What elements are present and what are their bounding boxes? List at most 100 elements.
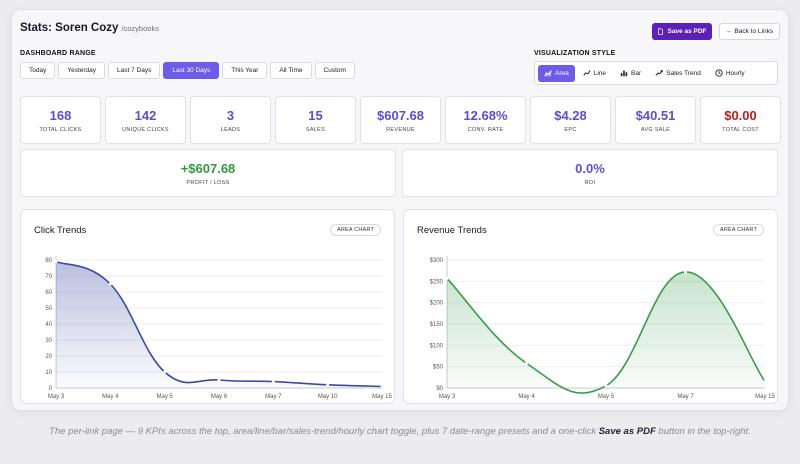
kpi-conv-rate: 12.68% CONV. RATE xyxy=(445,96,526,144)
viz-bar-button[interactable]: Bar xyxy=(614,65,647,82)
profit-loss-card: +$607.68 PROFIT / LOSS xyxy=(20,149,396,197)
kpi-value: $4.28 xyxy=(554,107,587,123)
page-title: Stats: Soren Cozy/cozybooks xyxy=(20,22,159,34)
y-tick-label: $300 xyxy=(430,258,444,264)
y-tick-label: 20 xyxy=(45,354,52,360)
x-tick-label: May 7 xyxy=(677,394,694,400)
trend-icon xyxy=(655,70,663,76)
roi-card: 0.0% ROI xyxy=(402,149,778,197)
x-tick-label: May 3 xyxy=(48,394,65,400)
caption-text: The per-link page — 9 KPIs across the to… xyxy=(49,426,597,437)
viz-label: Area xyxy=(555,69,569,77)
line-icon xyxy=(583,70,591,76)
kpi-label: AVG SALE xyxy=(640,126,671,133)
save-pdf-button[interactable]: Save as PDF xyxy=(652,23,712,40)
kpi-unique-clicks: 142 UNIQUE CLICKS xyxy=(105,96,186,144)
series-area xyxy=(447,271,765,394)
data-point xyxy=(54,260,58,264)
viz-hourly-button[interactable]: Hourly xyxy=(709,65,751,82)
range-last-30-days-button[interactable]: Last 30 Days xyxy=(163,62,220,79)
click-trends-card: Click Trends AREA CHART 0 10 20 30 40 50 60 70 8… xyxy=(20,209,395,404)
pdf-icon xyxy=(658,28,664,35)
roi-label: ROI xyxy=(584,179,596,186)
caption-text-end: button in the top-right. xyxy=(658,426,751,437)
data-point xyxy=(108,282,112,286)
viz-sales-trend-button[interactable]: Sales Trend xyxy=(649,65,707,82)
kpi-leads: 3 LEADS xyxy=(190,96,271,144)
back-label: Back to Links xyxy=(734,28,774,35)
kpi-label: CONV. RATE xyxy=(467,126,504,133)
data-point xyxy=(326,383,330,387)
save-pdf-label: Save as PDF xyxy=(667,28,707,35)
kpi-sales: 15 SALES xyxy=(275,96,356,144)
caption-bold: Save as PDF xyxy=(598,426,656,437)
kpi-value: $607.68 xyxy=(377,107,424,123)
kpi-label: LEADS xyxy=(220,126,241,133)
bar-icon xyxy=(620,70,628,77)
kpi-value: $0.00 xyxy=(724,107,757,123)
back-to-links-button[interactable]: ← Back to Links xyxy=(719,23,780,40)
x-tick-label: May 15 xyxy=(755,394,775,400)
page-header: Stats: Soren Cozy/cozybooks Save as PDF … xyxy=(20,22,780,44)
kpi-label: TOTAL CLICKS xyxy=(39,126,82,133)
profit-label: PROFIT / LOSS xyxy=(186,179,230,186)
y-tick-label: 0 xyxy=(49,386,53,392)
kpi-label: SALES xyxy=(305,126,326,133)
roi-value: 0.0% xyxy=(575,160,605,176)
kpi-row: 168 TOTAL CLICKS 142 UNIQUE CLICKS 3 LEADS 15 S… xyxy=(20,96,781,144)
viz-label: Hourly xyxy=(725,69,745,77)
data-point xyxy=(684,270,687,274)
kpi-revenue: $607.68 REVENUE xyxy=(360,96,441,144)
revenue-trends-card: Revenue Trends AREA CHART $0 $50 $100 $150 $… xyxy=(403,209,778,404)
data-point xyxy=(604,384,608,388)
data-point xyxy=(271,380,275,384)
caption: The per-link page — 9 KPIs across the to… xyxy=(0,424,800,439)
kpi-value: 168 xyxy=(49,107,72,123)
range-custom-button[interactable]: Custom xyxy=(314,62,355,79)
range-today-button[interactable]: Today xyxy=(20,62,56,79)
link-handle: /cozybooks xyxy=(121,24,159,33)
y-tick-label: 80 xyxy=(45,258,52,264)
series-line xyxy=(446,271,766,394)
kpi-avg-sale: $40.51 AVG SALE xyxy=(615,96,696,144)
kpi-value: 15 xyxy=(308,107,323,123)
viz-area-button[interactable]: Area xyxy=(538,64,575,82)
kpi-epc: $4.28 EPC xyxy=(530,96,611,144)
revenue-trends-chart: $0 $50 $100 $150 $200 $250 $300 May 3 May 4 May 5… xyxy=(430,256,775,400)
revenue-chart-type-badge: AREA CHART xyxy=(712,224,764,236)
series-area xyxy=(56,261,382,388)
revenue-trends-title: Revenue Trends xyxy=(417,225,487,236)
kpi-value: $40.51 xyxy=(635,107,676,123)
viz-label: Sales Trend xyxy=(666,69,701,77)
data-point xyxy=(763,380,767,384)
y-tick-label: $200 xyxy=(430,301,444,307)
kpi-value: 142 xyxy=(134,107,157,123)
y-tick-label: $150 xyxy=(430,322,444,328)
x-tick-label: May 7 xyxy=(265,394,282,400)
y-tick-label: 70 xyxy=(45,274,52,280)
x-tick-label: May 3 xyxy=(439,394,456,400)
data-point xyxy=(217,378,221,382)
x-tick-label: May 6 xyxy=(211,394,228,400)
y-tick-label: 50 xyxy=(45,306,52,312)
kpi-label: TOTAL COST xyxy=(722,126,759,133)
kpi-total-clicks: 168 TOTAL CLICKS xyxy=(20,96,101,144)
kpi-label: REVENUE xyxy=(386,126,415,133)
x-tick-label: May 15 xyxy=(372,394,392,400)
x-tick-label: May 4 xyxy=(102,394,119,400)
visualization-toggle: Area Line Bar Sales Trend Hourly xyxy=(534,61,778,85)
viz-line-button[interactable]: Line xyxy=(577,65,612,82)
page-title-text: Stats: Soren Cozy xyxy=(20,22,119,34)
kpi-label: EPC xyxy=(564,126,577,133)
back-arrow-icon: ← xyxy=(725,28,733,35)
range-yesterday-button[interactable]: Yesterday xyxy=(58,62,106,79)
kpi-value: 12.68% xyxy=(463,107,508,123)
viz-label: Line xyxy=(593,69,607,77)
range-last-7-days-button[interactable]: Last 7 Days xyxy=(108,62,161,79)
viz-section-label: VISUALIZATION STYLE xyxy=(534,50,616,57)
data-point xyxy=(525,361,528,365)
clock-icon xyxy=(715,69,723,77)
range-this-year-button[interactable]: This Year xyxy=(222,62,268,79)
date-range-presets: Today Yesterday Last 7 Days Last 30 Days Thi… xyxy=(20,62,355,79)
range-all-time-button[interactable]: All Time xyxy=(270,62,312,79)
